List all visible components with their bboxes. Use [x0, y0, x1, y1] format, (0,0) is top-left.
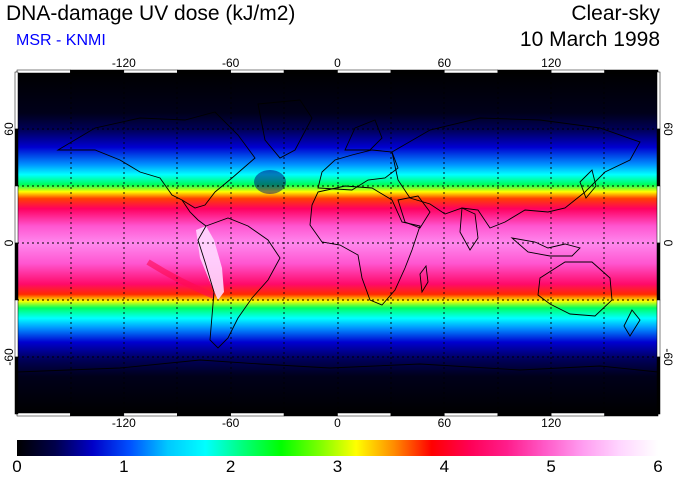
lon-tick-label-top: 60 — [437, 56, 451, 70]
graticule — [17, 72, 658, 414]
frame-segment — [14, 71, 19, 130]
frame-segment — [550, 69, 605, 74]
frame-segment — [656, 242, 661, 301]
frame-segment — [604, 412, 659, 417]
colorbar-tick-label: 2 — [225, 457, 236, 476]
lon-tick-label-top: -60 — [221, 56, 240, 70]
frame-segment — [283, 69, 338, 74]
frame-segment — [123, 69, 178, 74]
andes-bright-region — [196, 226, 224, 300]
frame-segment — [337, 412, 392, 417]
lat-tick-label-right: 60 — [661, 122, 675, 136]
map-date: 10 March 1998 — [519, 28, 660, 51]
atlantic-dip — [254, 170, 286, 194]
frame-segment — [444, 69, 499, 74]
lon-tick-label-bottom: -60 — [221, 416, 240, 430]
lat-tick-label-left: -60 — [2, 348, 16, 366]
frame-segment — [390, 412, 445, 417]
frame-segment — [283, 412, 338, 417]
frame-segment — [337, 69, 392, 74]
map-frame — [14, 69, 661, 417]
lat-tick-label-left: 0 — [2, 239, 16, 247]
lon-tick-label-top: -120 — [111, 56, 136, 70]
lat-tick-label-right: 0 — [661, 239, 675, 247]
frame-segment — [604, 69, 659, 74]
frame-segment — [14, 356, 19, 415]
south-pacific-streak — [146, 259, 216, 299]
frame-segment — [70, 69, 125, 74]
lat-tick-label-left: 60 — [2, 122, 16, 136]
colorbar-tick-label: 1 — [119, 457, 129, 476]
lon-tick-label-bottom: 120 — [541, 416, 562, 430]
lon-tick-label-bottom: -120 — [111, 416, 136, 430]
colorbar-tick-label: 3 — [332, 457, 343, 476]
frame-segment — [497, 69, 552, 74]
frame-segment — [656, 299, 661, 358]
lon-tick-label-bottom: 60 — [437, 416, 451, 430]
frame-segment — [14, 185, 19, 244]
frame-segment — [390, 69, 445, 74]
sky-condition: Clear-sky — [571, 2, 660, 25]
frame-segment — [656, 71, 661, 130]
frame-segment — [444, 412, 499, 417]
lon-tick-label-bottom: 0 — [334, 416, 341, 430]
frame-segment — [656, 185, 661, 244]
colorbar-tick-label: 6 — [653, 457, 663, 476]
frame-segment — [230, 69, 285, 74]
colorbar — [17, 440, 658, 456]
map-source: MSR - KNMI — [16, 32, 106, 49]
colorbar-tick-label: 5 — [546, 457, 556, 476]
lon-tick-label-top: 120 — [541, 56, 562, 70]
frame-segment — [14, 128, 19, 187]
lat-tick-label-right: -60 — [661, 348, 675, 366]
frame-segment — [16, 412, 71, 417]
frame-segment — [656, 128, 661, 187]
coastlines — [17, 99, 658, 373]
frame-segment — [14, 242, 19, 301]
colorbar-tick-label: 4 — [439, 457, 450, 476]
map-title: DNA-damage UV dose (kJ/m2) — [6, 2, 296, 25]
frame-segment — [16, 69, 71, 74]
lon-tick-label-top: 0 — [334, 56, 341, 70]
colorbar-tick-label: 0 — [12, 457, 22, 476]
frame-segment — [177, 69, 231, 74]
frame-segment — [656, 356, 661, 415]
